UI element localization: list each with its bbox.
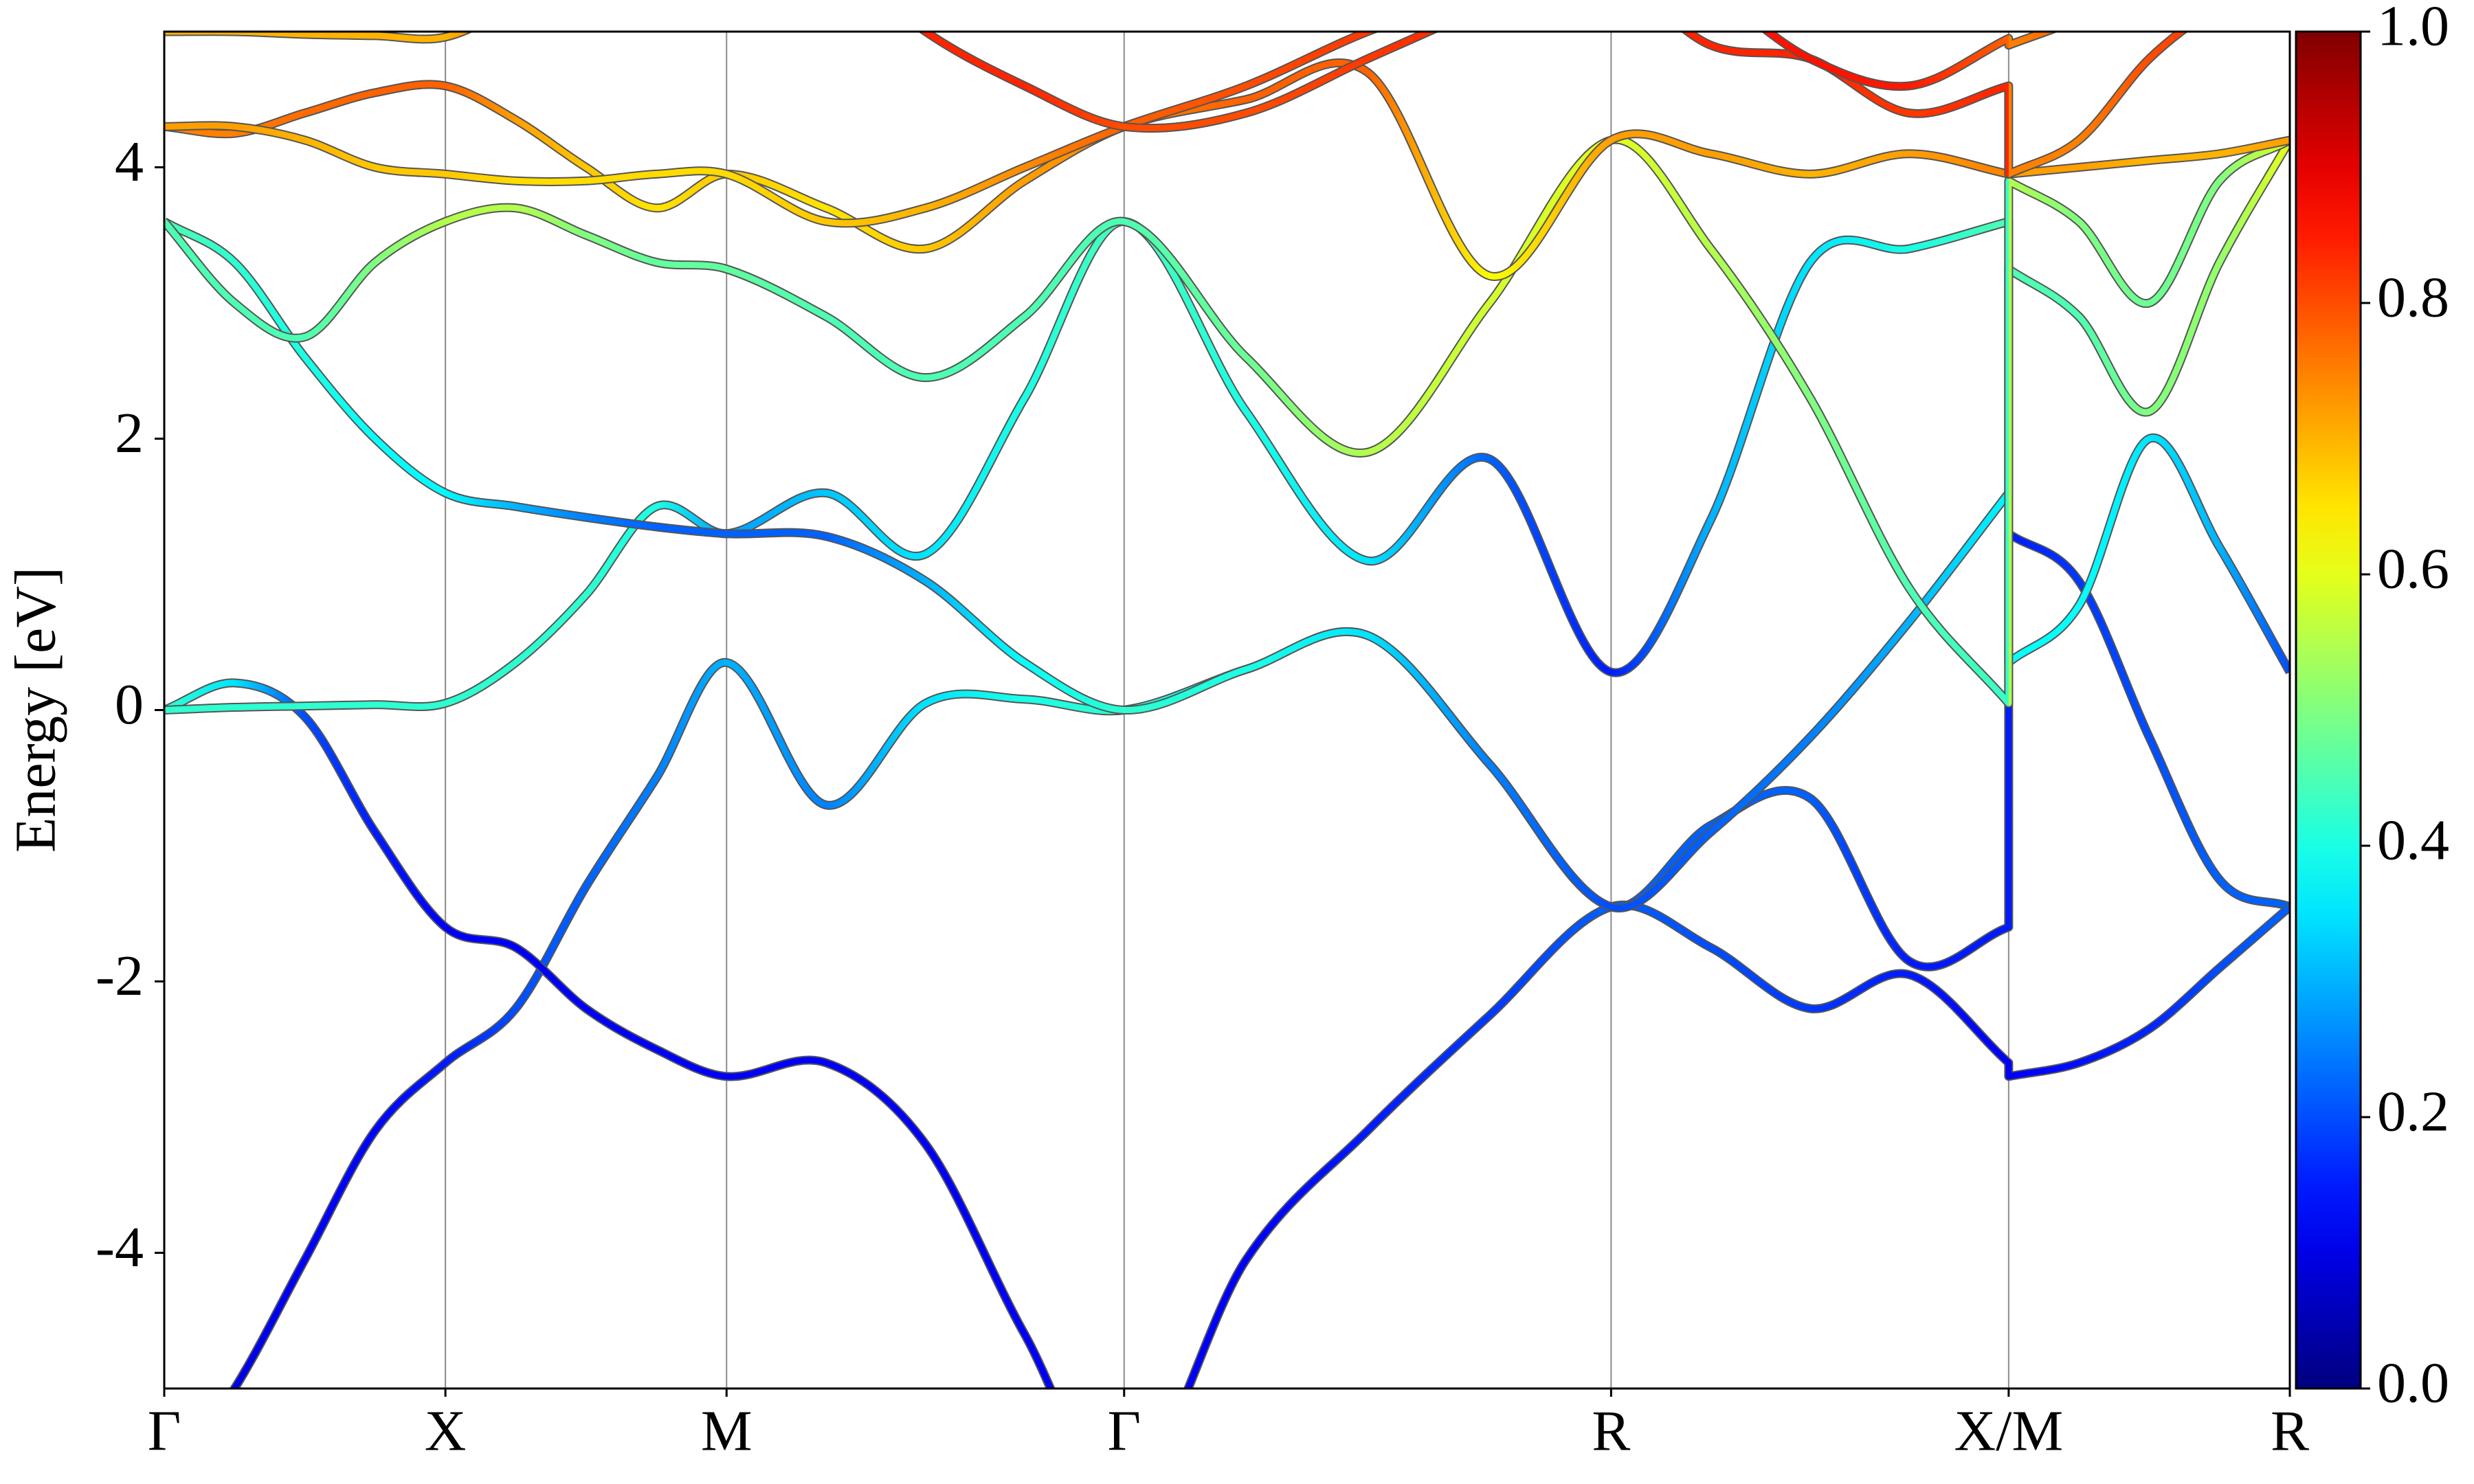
band [164, 32, 2187, 227]
band-outline [164, 137, 2290, 913]
x-tick-label: R [1592, 1399, 1630, 1463]
y-tick-label: 2 [115, 401, 144, 465]
x-tick-label: Γ [1107, 1399, 1141, 1463]
y-tick-label: -2 [96, 944, 144, 1008]
colorbar-tick-label: 0.2 [2377, 1079, 2449, 1143]
colorbar-tick-label: 0.6 [2377, 537, 2449, 600]
y-tick-label: -4 [96, 1215, 144, 1279]
band [164, 32, 2055, 132]
x-tick-label: X [425, 1399, 467, 1463]
colorbar [2295, 30, 2362, 1390]
band-outline [164, 678, 2290, 1389]
band-outline [164, 135, 2290, 708]
colorbar-tick-label: 1.0 [2377, 0, 2449, 58]
y-tick-label: 0 [115, 673, 144, 737]
y-tick-label: 4 [115, 130, 144, 194]
band [164, 218, 2290, 713]
band [164, 60, 2290, 280]
band [164, 679, 2290, 1389]
x-tick-label: X/M [1954, 1399, 2064, 1463]
band [164, 138, 2290, 912]
colorbar-tick-label: 0.4 [2377, 808, 2449, 872]
band-outline [164, 32, 2059, 133]
colorbar-tick-label: 0.0 [2377, 1351, 2449, 1415]
band-outline [164, 32, 2189, 228]
y-axis-label: Energy [eV] [3, 567, 67, 853]
x-tick-label: Γ [148, 1399, 181, 1463]
band-outline [164, 217, 2290, 715]
x-tick-label: M [701, 1399, 753, 1463]
colorbar-tick-label: 0.8 [2377, 265, 2449, 329]
plot-frame [163, 30, 2291, 1390]
x-tick-label: R [2271, 1399, 2309, 1463]
band [164, 136, 2290, 707]
